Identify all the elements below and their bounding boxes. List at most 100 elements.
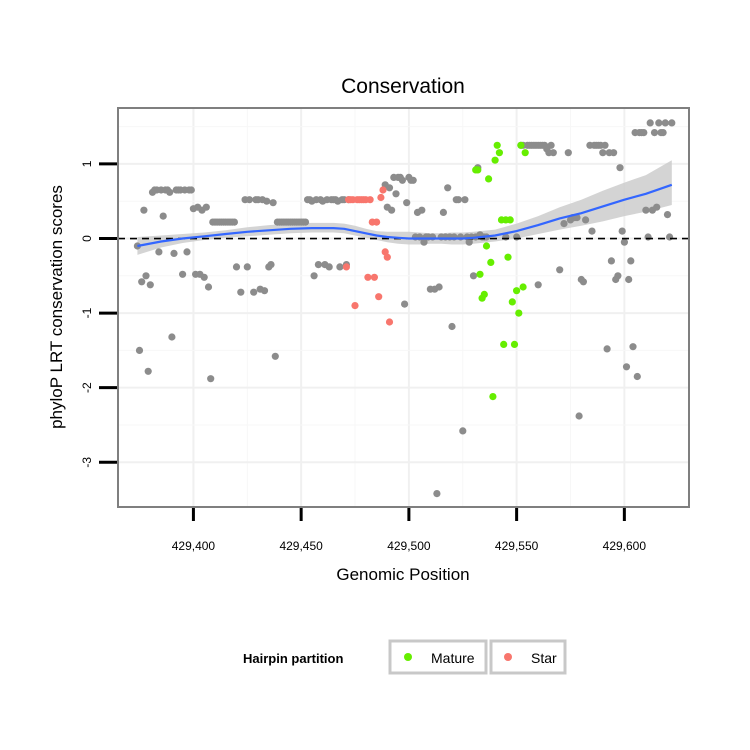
point-other <box>435 283 443 291</box>
point-other <box>179 270 187 278</box>
legend-title: Hairpin partition <box>243 651 343 666</box>
point-star <box>373 218 381 226</box>
point-mature <box>485 175 493 183</box>
point-other <box>260 287 269 295</box>
point-mature <box>500 340 508 348</box>
gridlines <box>118 108 689 507</box>
legend-label-mature: Mature <box>431 650 475 666</box>
point-mature <box>510 340 519 348</box>
point-other <box>301 218 310 226</box>
point-other <box>245 196 253 204</box>
point-other <box>336 263 344 271</box>
point-other <box>135 346 144 354</box>
point-mature <box>480 290 488 298</box>
point-other <box>629 343 637 351</box>
point-other <box>653 203 661 211</box>
point-mature <box>504 253 512 261</box>
point-star <box>375 293 383 301</box>
point-other <box>418 206 426 214</box>
axes: 429,400 429,450 429,500 429,550 429,600 -3 -2 -… <box>80 160 646 553</box>
point-other <box>607 257 616 265</box>
point-other <box>403 199 411 207</box>
point-star <box>370 273 378 281</box>
point-other <box>237 288 245 296</box>
point-other <box>579 278 588 286</box>
point-other <box>314 261 322 269</box>
point-other <box>207 375 215 383</box>
y-tick-label: -1 <box>80 307 94 318</box>
point-mature <box>495 149 503 157</box>
point-other <box>625 275 633 284</box>
y-tick-label: -2 <box>80 382 94 393</box>
point-mature <box>513 287 521 295</box>
point-other <box>271 352 279 360</box>
point-mature <box>521 149 529 157</box>
point-other <box>575 412 583 420</box>
point-mature <box>519 283 527 291</box>
point-other <box>599 149 607 157</box>
point-other <box>454 196 462 204</box>
point-other <box>620 238 629 246</box>
x-tick-label: 429,600 <box>603 539 647 553</box>
point-other <box>610 149 618 157</box>
legend-label-star: Star <box>531 650 557 666</box>
point-mature <box>474 166 482 174</box>
point-other <box>140 206 148 214</box>
point-other <box>155 248 163 256</box>
legend-key-mature-dot <box>404 653 412 661</box>
point-other <box>601 141 609 149</box>
point-other <box>385 184 394 192</box>
legend-key-star-dot <box>504 653 512 661</box>
point-other <box>659 129 667 137</box>
point-other <box>267 261 275 269</box>
x-tick-label: 429,450 <box>279 539 323 553</box>
point-other <box>325 263 333 271</box>
point-other <box>398 176 406 184</box>
point-other <box>444 184 452 192</box>
point-other <box>534 281 542 289</box>
series-mature <box>472 141 529 401</box>
point-other <box>650 129 659 137</box>
point-other <box>461 196 469 204</box>
point-mature <box>482 242 491 250</box>
point-other <box>663 211 672 219</box>
point-mature <box>487 258 495 266</box>
point-mature <box>508 298 516 306</box>
x-tick-label: 429,500 <box>387 539 431 553</box>
point-other <box>142 272 150 280</box>
point-other <box>401 300 409 308</box>
y-tick-label: -3 <box>80 457 94 468</box>
smooth-line-path <box>137 183 673 248</box>
point-other <box>616 164 624 172</box>
chart-title: Conservation <box>341 75 465 98</box>
point-other <box>588 227 596 235</box>
x-tick-label: 429,550 <box>495 539 539 553</box>
legend: Hairpin partition Mature Star <box>243 639 567 675</box>
point-other <box>166 188 174 196</box>
point-other <box>459 427 467 435</box>
point-other <box>640 129 648 137</box>
point-other <box>250 288 258 296</box>
point-other <box>618 227 626 235</box>
point-star <box>385 318 394 326</box>
point-other <box>560 220 568 228</box>
point-other <box>655 119 663 127</box>
point-other <box>549 149 557 157</box>
point-other <box>627 257 635 265</box>
point-other <box>409 176 417 184</box>
point-other <box>269 199 277 207</box>
point-other <box>146 281 154 289</box>
point-other <box>614 272 622 280</box>
point-other <box>622 363 631 371</box>
point-other <box>263 197 271 205</box>
x-tick-label: 429,400 <box>172 539 216 553</box>
point-mature <box>493 141 501 149</box>
point-star <box>377 193 385 202</box>
point-other <box>138 278 146 286</box>
point-star <box>351 302 359 310</box>
y-axis-title: phyloP LRT conservation scores <box>47 185 66 429</box>
point-other <box>200 273 208 281</box>
point-other <box>556 266 564 274</box>
point-other <box>547 141 555 149</box>
point-other <box>582 216 590 224</box>
